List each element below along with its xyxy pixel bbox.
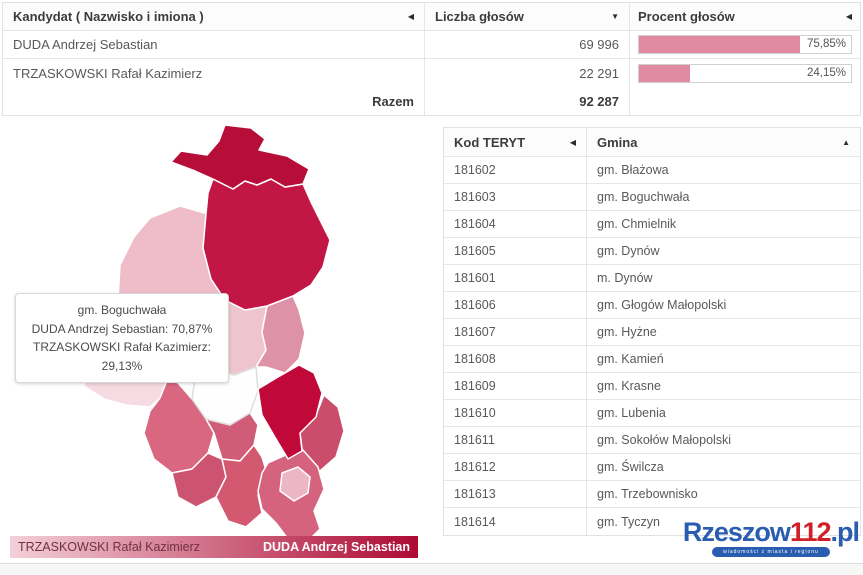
candidate-results-table: Kandydat ( Nazwisko i imiona ) ◀ Liczba … — [2, 2, 861, 116]
teryt-row[interactable]: 181603 gm. Boguchwała — [444, 184, 860, 211]
teryt-header-row: Kod TERYT ◀ Gmina ▲ — [444, 128, 860, 157]
gmina-name: gm. Błażowa — [597, 163, 669, 177]
column-header-percent[interactable]: Procent głosów ◀ — [629, 3, 860, 30]
vote-count: 22 291 — [579, 65, 619, 81]
map-gradient-legend: TRZASKOWSKI Rafał Kazimierz DUDA Andrzej… — [10, 536, 418, 558]
column-header-label: Procent głosów — [638, 9, 735, 24]
legend-right-label: DUDA Andrzej Sebastian — [262, 540, 410, 554]
teryt-row[interactable]: 181613 gm. Trzebownisko — [444, 481, 860, 508]
legend-left-label: TRZASKOWSKI Rafał Kazimierz — [18, 540, 200, 554]
column-header-votes[interactable]: Liczba głosów ▼ — [424, 3, 629, 30]
teryt-code: 181601 — [454, 271, 496, 285]
teryt-gmina-table: Kod TERYT ◀ Gmina ▲ 181602 gm. Błażowa 181… — [443, 127, 861, 536]
sort-icon[interactable]: ◀ — [845, 12, 852, 21]
sort-icon[interactable]: ▲ — [842, 137, 850, 147]
map-tooltip: gm. Boguchwała DUDA Andrzej Sebastian: 7… — [15, 293, 229, 384]
gmina-name: gm. Boguchwała — [597, 190, 690, 204]
tooltip-gmina-name: gm. Boguchwała — [77, 303, 167, 317]
site-logo[interactable]: Rzeszow112.pl wiadomości z miasta i regi… — [682, 517, 860, 557]
column-header-label: Kandydat ( Nazwisko i imiona ) — [13, 9, 204, 24]
teryt-row[interactable]: 181607 gm. Hyżne — [444, 319, 860, 346]
teryt-code: 181614 — [454, 514, 496, 529]
logo-tagline: wiadomości z miasta i regionu — [711, 547, 830, 557]
column-header-gmina[interactable]: Gmina ▲ — [586, 128, 860, 156]
teryt-code: 181613 — [454, 487, 496, 501]
gmina-name: gm. Świlcza — [597, 460, 664, 474]
percent-bar: 75,85% — [638, 35, 852, 54]
logo-part-112: 112 — [789, 517, 832, 547]
sort-icon[interactable]: ◀ — [407, 12, 414, 21]
tooltip-trzaskowski-result: TRZASKOWSKI Rafał Kazimierz: 29,13% — [32, 340, 212, 373]
gmina-name: gm. Kamień — [597, 352, 664, 366]
gmina-name: gm. Lubenia — [597, 406, 666, 420]
gmina-name: gm. Sokołów Małopolski — [597, 433, 732, 447]
teryt-code: 181603 — [454, 190, 496, 204]
percent-bar-fill — [639, 64, 691, 82]
teryt-code: 181608 — [454, 352, 496, 366]
logo-part-pl: .pl — [830, 517, 860, 547]
teryt-row[interactable]: 181610 gm. Lubenia — [444, 400, 860, 427]
total-votes: 92 287 — [579, 93, 619, 109]
tooltip-duda-result: DUDA Andrzej Sebastian: 70,87% — [31, 321, 213, 336]
choropleth-map-panel: gm. Boguchwała DUDA Andrzej Sebastian: 7… — [0, 115, 440, 563]
candidate-row: DUDA Andrzej Sebastian 69 996 75,85% — [3, 31, 860, 59]
teryt-code: 181612 — [454, 460, 496, 474]
gmina-name: gm. Trzebownisko — [597, 487, 698, 501]
vote-count: 69 996 — [579, 37, 619, 52]
map-region-krasne[interactable] — [257, 364, 323, 460]
teryt-row[interactable]: 181609 gm. Krasne — [444, 373, 860, 400]
teryt-row[interactable]: 181614 gm. Tyczyn — [444, 508, 860, 535]
teryt-code: 181609 — [454, 379, 496, 393]
teryt-code: 181610 — [454, 406, 496, 420]
column-header-teryt[interactable]: Kod TERYT ◀ — [444, 128, 586, 156]
teryt-row[interactable]: 181611 gm. Sokołów Małopolski — [444, 427, 860, 454]
gmina-name: gm. Głogów Małopolski — [597, 298, 727, 312]
teryt-row[interactable]: 181604 gm. Chmielnik — [444, 211, 860, 238]
sort-icon[interactable]: ▼ — [611, 12, 619, 21]
gmina-name: gm. Dynów — [597, 244, 660, 258]
teryt-row[interactable]: 181612 gm. Świlcza — [444, 454, 860, 481]
teryt-row[interactable]: 181602 gm. Błażowa — [444, 157, 860, 184]
percent-value: 75,85% — [806, 38, 846, 50]
map-region-sokolow-malopolski[interactable] — [202, 178, 331, 311]
column-header-candidate[interactable]: Kandydat ( Nazwisko i imiona ) ◀ — [3, 3, 424, 30]
teryt-code: 181604 — [454, 217, 496, 231]
total-label: Razem — [372, 93, 414, 109]
map-region-dynow-m[interactable] — [279, 466, 311, 502]
teryt-code: 181605 — [454, 244, 496, 258]
map-region-kamien[interactable] — [170, 124, 310, 190]
percent-bar: 24,15% — [638, 63, 852, 83]
logo-part-rzeszow: Rzeszow — [682, 517, 791, 547]
teryt-row[interactable]: 181608 gm. Kamień — [444, 346, 860, 373]
results-total-row: Razem 92 287 — [3, 87, 860, 115]
percent-bar-fill — [639, 36, 800, 53]
sort-icon[interactable]: ◀ — [569, 137, 576, 147]
teryt-code: 181607 — [454, 325, 496, 339]
gmina-name: m. Dynów — [597, 271, 653, 285]
gmina-name: gm. Krasne — [597, 379, 661, 393]
column-header-label: Liczba głosów — [435, 9, 524, 24]
teryt-code: 181611 — [454, 433, 495, 447]
gmina-name: gm. Chmielnik — [597, 217, 677, 231]
candidate-name: DUDA Andrzej Sebastian — [13, 37, 158, 52]
candidate-name: TRZASKOWSKI Rafał Kazimierz — [13, 65, 203, 81]
teryt-row[interactable]: 181601 m. Dynów — [444, 265, 860, 292]
footer-divider — [0, 563, 863, 575]
results-header-row: Kandydat ( Nazwisko i imiona ) ◀ Liczba … — [3, 3, 860, 31]
teryt-code: 181602 — [454, 163, 496, 177]
teryt-row[interactable]: 181606 gm. Głogów Małopolski — [444, 292, 860, 319]
gmina-name: gm. Tyczyn — [597, 514, 660, 529]
logo-text: Rzeszow112.pl — [682, 517, 860, 547]
percent-value: 24,15% — [806, 66, 846, 79]
teryt-row[interactable]: 181605 gm. Dynów — [444, 238, 860, 265]
teryt-code: 181606 — [454, 298, 496, 312]
candidate-row: TRZASKOWSKI Rafał Kazimierz 22 291 24,15% — [3, 59, 860, 87]
column-header-label: Kod TERYT — [454, 134, 526, 150]
gmina-name: gm. Hyżne — [597, 325, 657, 339]
column-header-label: Gmina — [597, 134, 638, 150]
